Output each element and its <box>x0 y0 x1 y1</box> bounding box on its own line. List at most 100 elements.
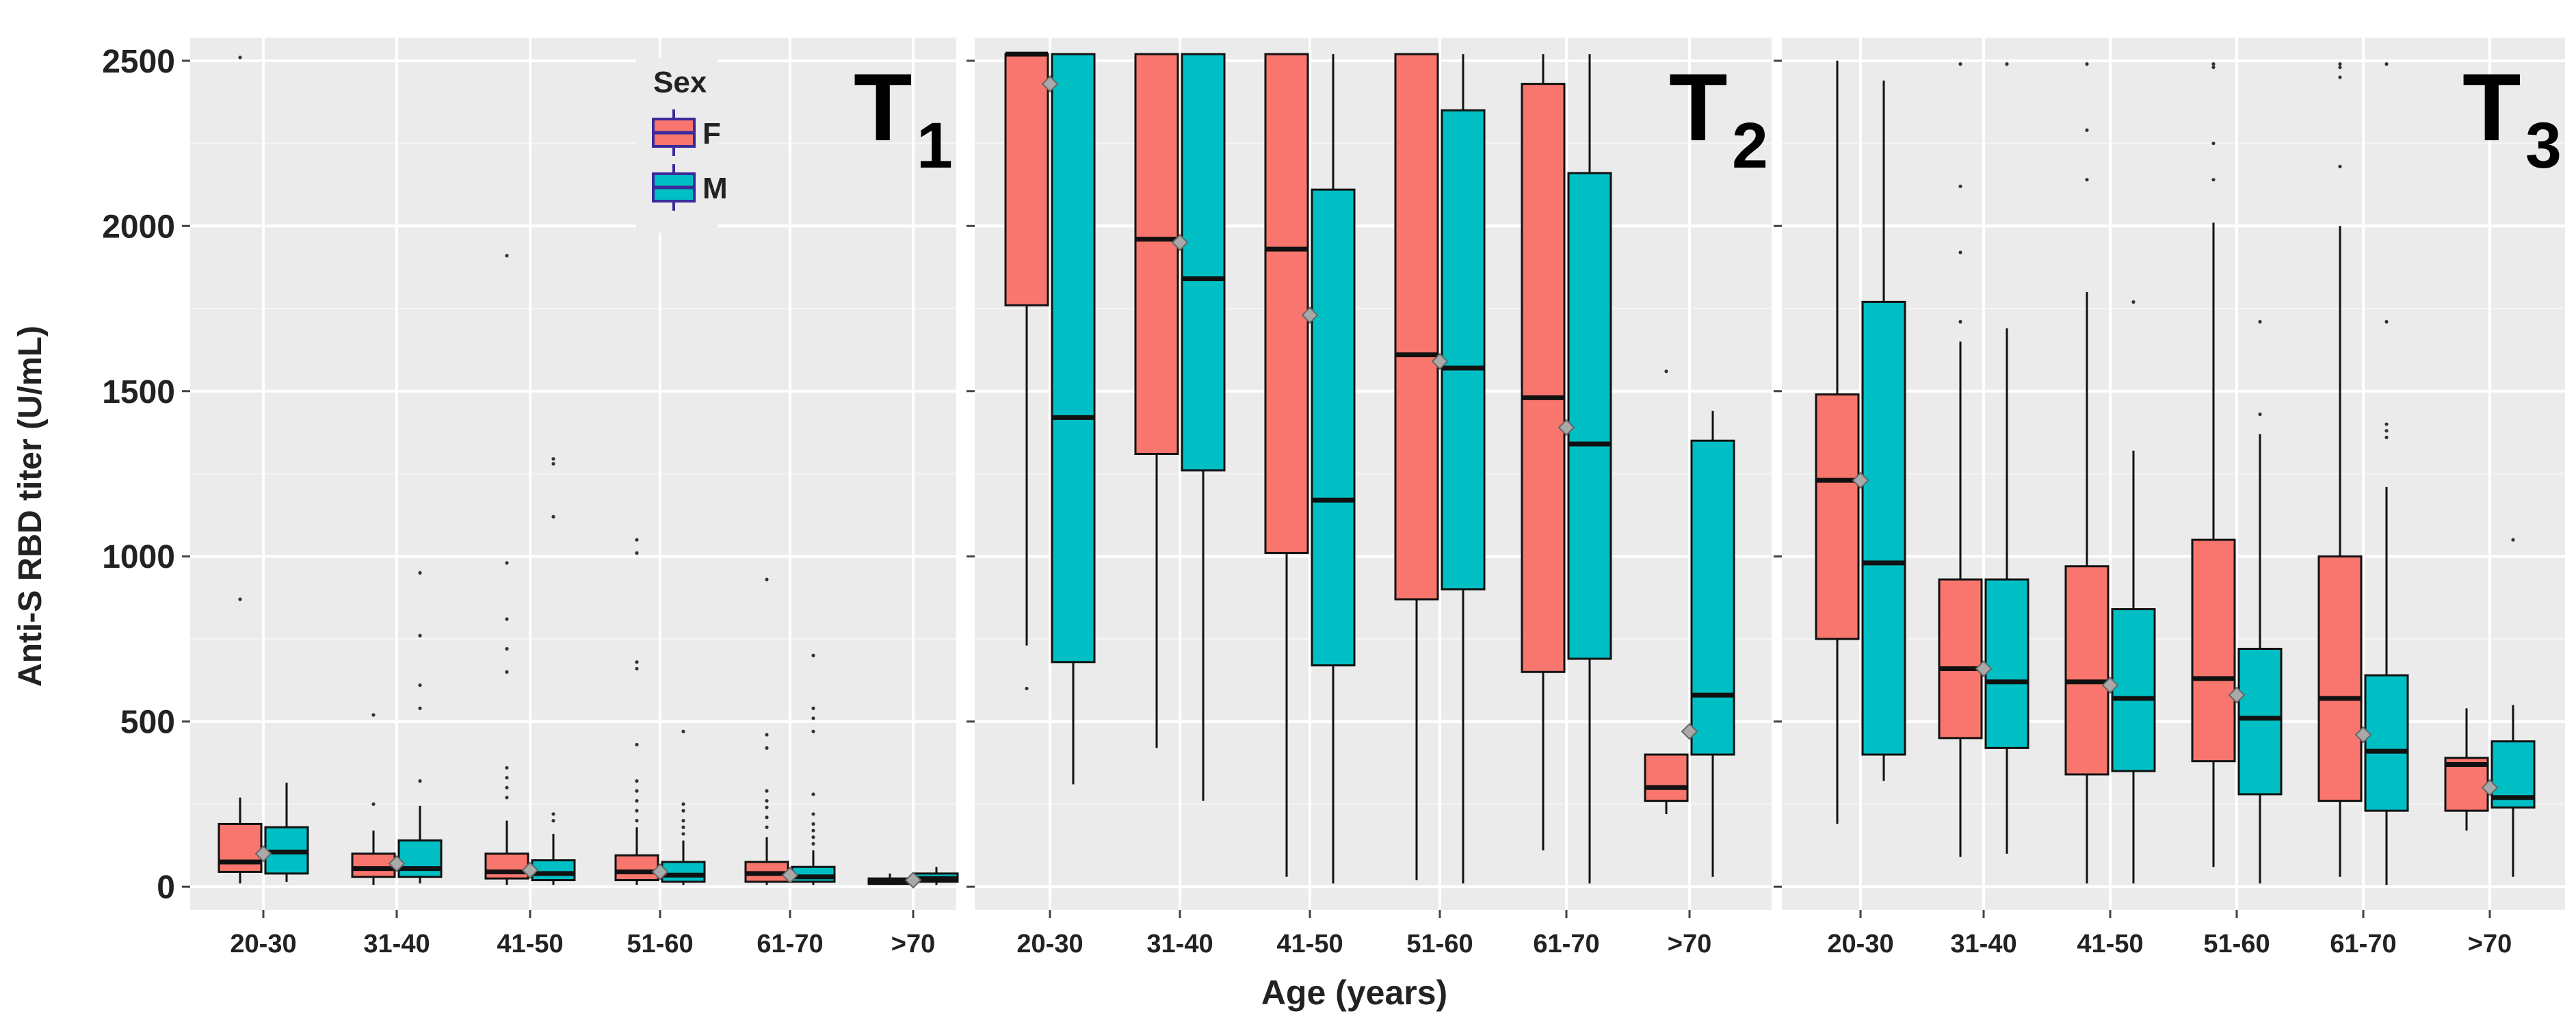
outlier-point <box>2384 319 2389 324</box>
panel-title-sub: 3 <box>2525 109 2562 182</box>
outlier-point <box>505 776 509 780</box>
box-F <box>1815 393 1860 640</box>
panel-title-sub: 2 <box>1732 109 1768 182</box>
box-M <box>1311 188 1356 667</box>
box-M <box>2364 674 2409 812</box>
outlier-point <box>505 766 509 770</box>
outlier-point <box>765 805 769 809</box>
x-tick-label: 61-70 <box>757 930 823 958</box>
outlier-point <box>681 825 685 829</box>
outlier-point <box>418 683 422 688</box>
x-tick-label: 51-60 <box>2203 930 2270 958</box>
outlier-point <box>551 812 555 816</box>
x-tick-label: 31-40 <box>1146 930 1213 958</box>
box-M <box>791 865 836 883</box>
outlier-point <box>765 789 769 793</box>
mean-marker <box>1852 471 1869 489</box>
outlier-point <box>551 514 555 519</box>
outlier-point <box>505 646 509 651</box>
mean-marker <box>1431 352 1449 370</box>
outlier-point <box>765 825 769 829</box>
outlier-point <box>2338 62 2342 66</box>
outlier-point <box>2131 300 2135 304</box>
legend-label-M: M <box>702 172 728 205</box>
box-F <box>1264 53 1309 554</box>
outlier-point <box>2384 435 2389 439</box>
outlier-point <box>681 832 685 836</box>
outlier-point <box>505 617 509 621</box>
x-tick-label: 20-30 <box>1827 930 1893 958</box>
outlier-point <box>505 254 509 258</box>
outlier-point <box>418 779 422 783</box>
panel-title-main: T <box>854 53 912 161</box>
group->70 <box>1644 369 1735 877</box>
outlier-point <box>635 551 639 555</box>
outlier-point <box>2384 429 2389 433</box>
mean-marker <box>651 863 669 880</box>
x-tick-label: 20-30 <box>230 930 296 958</box>
y-tick-label: 0 <box>157 869 175 906</box>
outlier-point <box>765 733 769 737</box>
outlier-point <box>765 577 769 581</box>
x-tick-label: 20-30 <box>1016 930 1083 958</box>
y-tick-label: 2500 <box>102 44 175 80</box>
outlier-point <box>635 666 639 671</box>
outlier-point <box>238 597 242 601</box>
mean-marker <box>1558 419 1575 436</box>
group-20-30 <box>1004 51 1096 785</box>
outlier-point <box>811 716 815 720</box>
box-M <box>1181 53 1226 472</box>
mean-marker <box>1681 722 1698 740</box>
outlier-point <box>811 729 815 733</box>
group-31-40 <box>351 571 443 885</box>
group->70 <box>2444 538 2536 877</box>
mean-marker <box>1171 234 1189 251</box>
y-tick-label: 500 <box>120 705 175 741</box>
outlier-point <box>371 713 376 717</box>
outlier-point <box>811 822 815 826</box>
box-F <box>1004 53 1049 306</box>
outlier-point <box>551 819 555 823</box>
outlier-point <box>1025 686 1029 691</box>
group-61-70 <box>744 577 836 885</box>
outlier-point <box>811 792 815 796</box>
group-41-50 <box>1264 53 1356 884</box>
mean-marker <box>521 861 539 879</box>
box-F <box>614 854 659 882</box>
mean-marker <box>254 845 272 863</box>
box-M <box>1984 578 2029 749</box>
box-M <box>397 839 443 878</box>
outlier-point <box>681 729 685 733</box>
box-M <box>2237 647 2283 796</box>
legend-label-F: F <box>702 117 721 151</box>
x-tick-label: 31-40 <box>1950 930 2016 958</box>
outlier-point <box>635 779 639 783</box>
outlier-point <box>635 809 639 813</box>
panel-title-main: T <box>1669 53 1728 161</box>
box-F <box>1521 83 1566 673</box>
box-F <box>1938 578 1983 740</box>
box-M <box>1861 300 1906 756</box>
outlier-point <box>1958 184 1962 188</box>
outlier-point <box>2511 538 2515 542</box>
group-31-40 <box>1938 62 2029 857</box>
mean-marker <box>781 866 799 884</box>
outlier-point <box>635 789 639 793</box>
x-tick-label: >70 <box>891 930 935 958</box>
outlier-point <box>2384 422 2389 426</box>
x-tick-label: 61-70 <box>2330 930 2396 958</box>
outlier-point <box>371 802 376 807</box>
x-axis-title: Age (years) <box>1261 973 1447 1012</box>
mean-marker <box>1041 75 1059 93</box>
outlier-point <box>505 785 509 789</box>
panel-title-sub: 1 <box>917 109 953 182</box>
outlier-point <box>635 742 639 747</box>
group-41-50 <box>2064 62 2156 884</box>
y-tick-label: 1000 <box>102 539 175 575</box>
outlier-point <box>635 819 639 823</box>
outlier-point <box>418 633 422 638</box>
x-tick-label: 51-60 <box>627 930 693 958</box>
outlier-point <box>635 799 639 803</box>
outlier-point <box>1664 369 1668 374</box>
outlier-point <box>2338 65 2342 70</box>
